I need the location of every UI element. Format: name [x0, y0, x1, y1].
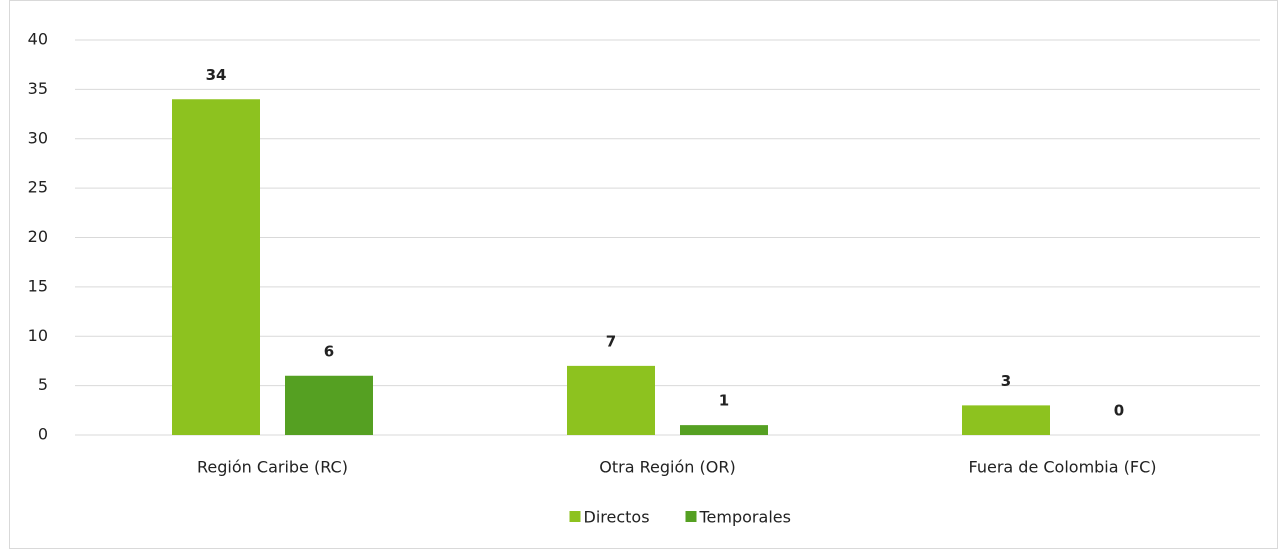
x-tick-label: Otra Región (OR)	[599, 458, 735, 477]
bar	[567, 365, 655, 435]
bar	[285, 375, 373, 435]
y-tick-label: 25	[28, 178, 48, 197]
y-tick-label: 15	[28, 276, 48, 295]
legend-swatch	[685, 511, 697, 522]
data-label: 7	[606, 332, 616, 350]
legend-swatch	[569, 511, 581, 522]
bar	[962, 405, 1050, 435]
x-tick-label: Fuera de Colombia (FC)	[969, 458, 1157, 477]
data-label: 0	[1114, 402, 1124, 420]
y-tick-label: 5	[38, 375, 48, 394]
y-tick-label: 20	[28, 227, 48, 246]
data-label: 6	[324, 342, 334, 360]
data-label: 3	[1001, 372, 1011, 390]
y-tick-label: 40	[28, 30, 48, 49]
data-label: 34	[206, 66, 227, 84]
bar	[680, 425, 768, 435]
x-tick-label: Región Caribe (RC)	[197, 458, 348, 477]
data-label: 1	[719, 392, 729, 410]
y-tick-label: 30	[28, 128, 48, 147]
y-tick-label: 0	[38, 425, 48, 444]
y-tick-label: 35	[28, 79, 48, 98]
bar	[172, 99, 260, 435]
legend-label: Directos	[584, 508, 650, 527]
legend-label: Temporales	[699, 508, 791, 527]
y-tick-label: 10	[28, 326, 48, 345]
